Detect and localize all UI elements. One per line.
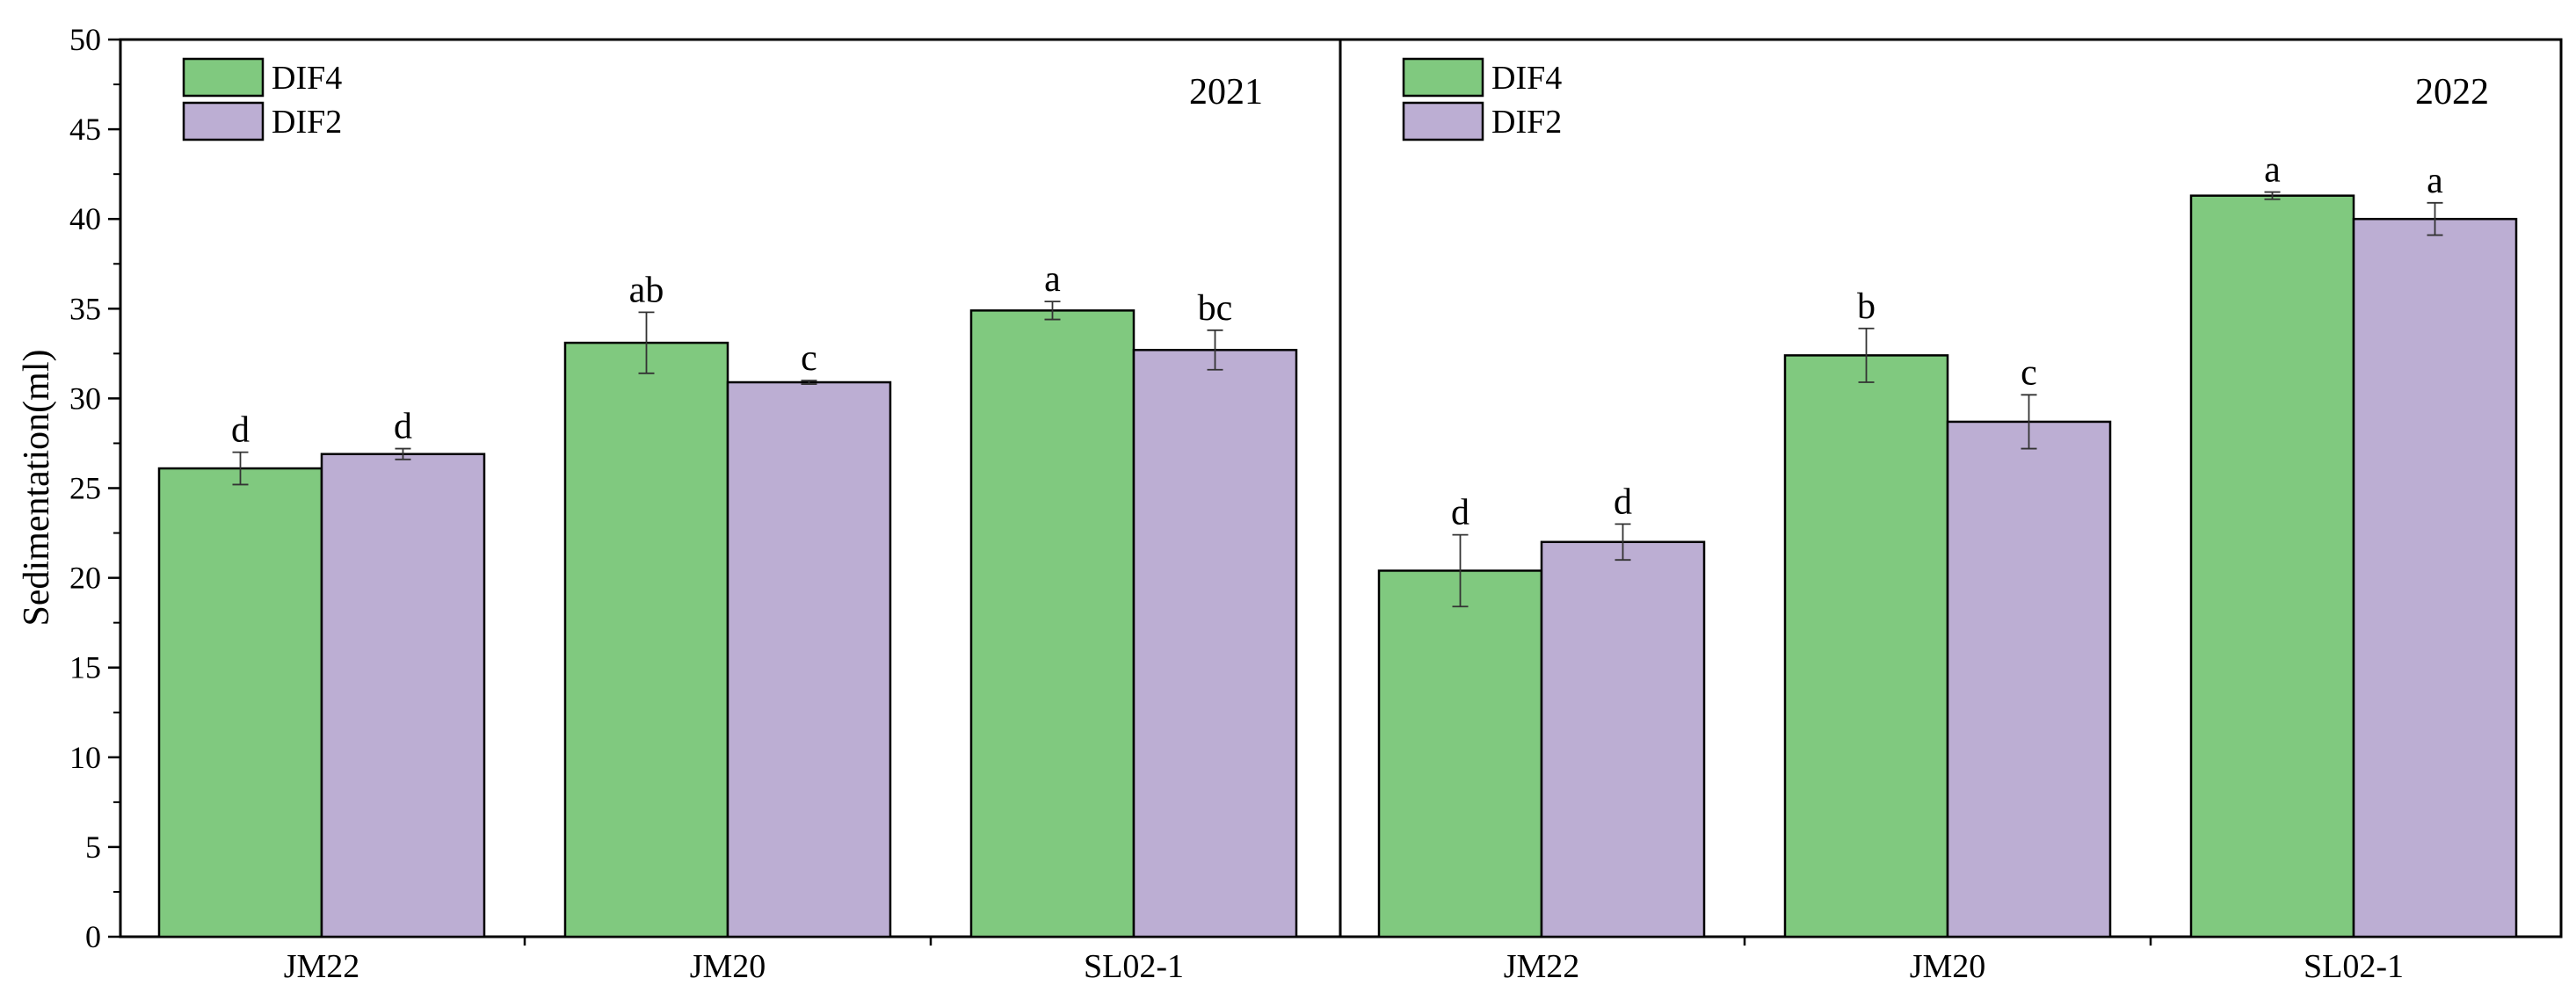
bar-dif4 [1377,569,1543,938]
significance-letter: d [1451,493,1469,533]
bar-dif2 [1132,349,1298,938]
legend-swatch-dif4 [182,57,265,98]
significance-letter: bc [1198,288,1233,329]
x-category-label: JM22 [1504,948,1580,985]
significance-letter: c [801,338,817,379]
x-category-label: JM20 [690,948,766,985]
y-axis-label: Sedimentation(ml) [17,350,57,627]
significance-letter: d [1614,482,1632,522]
bar-dif4 [157,467,323,938]
significance-letter: ab [629,270,664,310]
panel-2021 [157,301,1298,946]
panel-year-label: 2021 [1189,72,1263,112]
bar-dif2 [320,453,486,938]
bar-dif4 [969,309,1136,938]
y-tick-label: 20 [69,561,101,596]
x-category-label: SL02-1 [2304,948,2404,985]
bar-dif2 [1946,420,2112,938]
panel-year-label: 2022 [2415,72,2489,112]
y-tick-label: 15 [69,650,101,685]
y-tick-label: 10 [69,740,101,775]
legend-swatch-dif2 [182,101,265,141]
legend: DIF4 DIF2 [182,57,342,141]
legend-swatch-dif4 [1402,57,1484,98]
significance-letter: d [394,407,412,447]
legend-label: DIF2 [272,104,342,141]
y-tick-label: 50 [69,22,101,57]
bar-dif2 [1540,540,1706,938]
y-tick-label: 5 [85,830,101,865]
y-tick-label: 0 [85,919,101,954]
legend-label: DIF4 [1491,60,1562,97]
bar-dif4 [563,341,729,938]
y-tick-label: 30 [69,380,101,416]
bar-dif2 [2352,217,2518,938]
y-tick-label: 25 [69,471,101,506]
significance-letter: a [2427,161,2443,201]
significance-letter: a [2264,150,2281,191]
bar-dif4 [1783,354,1949,938]
bar-dif2 [726,380,892,938]
panel-2022 [1377,191,2518,946]
x-category-label: SL02-1 [1084,948,1184,985]
y-tick-label: 35 [69,291,101,326]
y-tick-label: 45 [69,112,101,147]
significance-letter: c [2021,352,2037,393]
legend-swatch-dif2 [1402,101,1484,141]
legends: DIF4 DIF2 DIF4 DIF2 [182,57,1562,141]
bars [157,191,2518,946]
bar-dif4 [2189,194,2355,938]
significance-letter: b [1857,286,1876,327]
x-category-label: JM22 [284,948,360,985]
y-axis: 0 5 10 15 20 25 30 35 40 45 50 [69,22,120,954]
significance-letter: d [231,410,250,451]
legend-label: DIF2 [1491,104,1562,141]
y-tick-label: 40 [69,201,101,236]
legend: DIF4 DIF2 [1402,57,1562,141]
x-category-label: JM20 [1910,948,1986,985]
significance-letter: a [1044,259,1061,300]
legend-label: DIF4 [272,60,342,97]
